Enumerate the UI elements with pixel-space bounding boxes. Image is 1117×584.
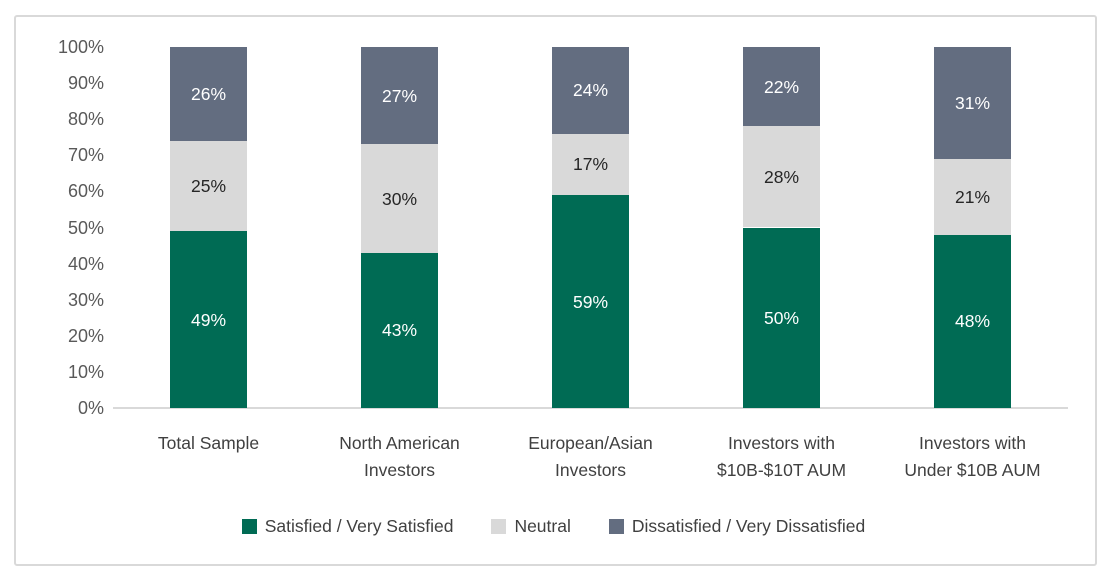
bar-segment-cat0-series0 xyxy=(170,231,247,408)
data-label-cat3-series2: 22% xyxy=(763,76,800,97)
category-label-2: European/Asian Investors xyxy=(495,430,686,484)
data-label-cat2-series1: 17% xyxy=(572,154,609,175)
category-label-4: Investors with Under $10B AUM xyxy=(877,430,1068,484)
data-label-cat4-series2: 31% xyxy=(954,92,991,113)
data-label-cat3-series1: 28% xyxy=(763,166,800,187)
y-tick-label-30: 30% xyxy=(67,289,104,310)
chart-legend: Satisfied / Very Satisfied Neutral Dissati… xyxy=(14,516,1093,537)
category-label-3: Investors with $10B-$10T AUM xyxy=(686,430,877,484)
data-label-cat1-series0: 43% xyxy=(381,320,418,341)
data-label-cat0-series0: 49% xyxy=(190,309,227,330)
category-label-0: Total Sample xyxy=(113,430,304,457)
data-label-cat2-series0: 59% xyxy=(572,291,609,312)
data-label-cat1-series2: 27% xyxy=(381,85,418,106)
legend-item-1: Neutral xyxy=(491,516,571,537)
category-label-line: Investors with xyxy=(728,433,835,453)
y-tick-label-50: 50% xyxy=(67,217,104,238)
bar-segment-cat3-series2 xyxy=(743,47,820,127)
category-label-line: Investors with xyxy=(919,433,1026,453)
bar-segment-cat0-series2 xyxy=(170,47,247,141)
category-label-line: European/Asian xyxy=(528,433,653,453)
bar-segment-cat2-series0 xyxy=(552,195,629,408)
bar-segment-cat1-series2 xyxy=(361,47,438,145)
legend-item-0: Satisfied / Very Satisfied xyxy=(241,516,454,537)
y-tick-label-60: 60% xyxy=(67,181,104,202)
y-tick-label-0: 0% xyxy=(77,398,104,418)
category-label-line: Total Sample xyxy=(157,433,260,453)
bar-segment-cat3-series1 xyxy=(743,126,820,228)
legend-swatch-icon xyxy=(608,519,624,534)
category-label-line: Under $10B AUM xyxy=(904,460,1041,480)
data-label-cat3-series0: 50% xyxy=(763,307,800,328)
y-tick-label-10: 10% xyxy=(67,361,104,382)
y-tick-label-90: 90% xyxy=(67,73,104,94)
data-label-cat4-series1: 21% xyxy=(954,186,991,207)
bar-segment-cat4-series2 xyxy=(934,47,1011,159)
x-axis-line xyxy=(113,407,1068,409)
legend-label: Satisfied / Very Satisfied xyxy=(264,516,454,536)
y-tick-label-80: 80% xyxy=(67,109,104,130)
bar-segment-cat4-series1 xyxy=(934,158,1011,235)
category-label-line: Investors xyxy=(364,460,435,480)
bar-segment-cat3-series0 xyxy=(743,227,820,408)
data-label-cat0-series2: 26% xyxy=(190,83,227,104)
legend-swatch-icon xyxy=(491,519,507,534)
category-label-line: Investors xyxy=(555,460,626,480)
data-label-cat0-series1: 25% xyxy=(190,175,227,196)
bar-segment-cat2-series2 xyxy=(552,47,629,134)
y-tick-label-100: 100% xyxy=(57,37,104,57)
data-label-cat2-series2: 24% xyxy=(572,80,609,101)
y-tick-label-40: 40% xyxy=(67,253,104,274)
category-label-line: $10B-$10T AUM xyxy=(716,460,847,480)
y-tick-label-70: 70% xyxy=(67,145,104,166)
bar-segment-cat1-series1 xyxy=(361,144,438,253)
data-label-cat4-series0: 48% xyxy=(954,311,991,332)
category-label-line: North American xyxy=(339,433,460,453)
bar-segment-cat2-series1 xyxy=(552,133,629,195)
category-label-1: North American Investors xyxy=(304,430,495,484)
bar-segment-cat4-series0 xyxy=(934,234,1011,408)
y-tick-label-20: 20% xyxy=(67,325,104,346)
legend-label: Dissatisfied / Very Dissatisfied xyxy=(631,516,866,536)
legend-swatch-icon xyxy=(241,519,257,534)
legend-label: Neutral xyxy=(514,516,571,536)
legend-item-2: Dissatisfied / Very Dissatisfied xyxy=(608,516,866,537)
bar-segment-cat1-series0 xyxy=(361,252,438,408)
data-label-cat1-series1: 30% xyxy=(381,188,418,209)
bar-segment-cat0-series1 xyxy=(170,140,247,232)
